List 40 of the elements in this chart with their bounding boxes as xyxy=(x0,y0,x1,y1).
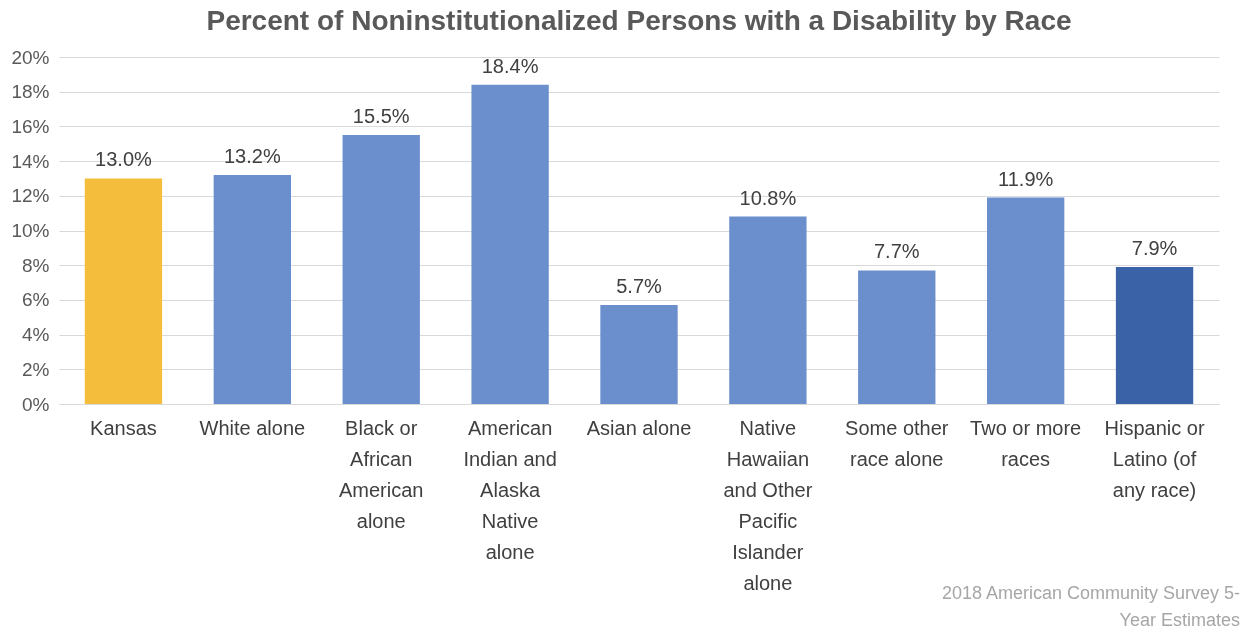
y-tick-label: 20% xyxy=(11,46,50,68)
bar xyxy=(84,178,163,404)
data-label: 15.5% xyxy=(352,105,410,128)
x-tick-label: White alone xyxy=(199,416,306,439)
bar xyxy=(471,84,549,404)
bar xyxy=(1115,266,1194,404)
x-tick-label: Asian alone xyxy=(586,416,692,439)
y-tick-label: 18% xyxy=(11,81,50,103)
bar xyxy=(600,305,678,404)
bar xyxy=(729,216,807,404)
x-tick-label: Kansas xyxy=(90,416,157,439)
data-label: 18.4% xyxy=(481,54,539,77)
y-tick-label: 0% xyxy=(22,393,50,415)
x-tick-label: Native Hawaiian and Other Pacific Islander alone xyxy=(723,416,813,594)
bar xyxy=(987,197,1065,404)
x-tick-label: American Indian and Alaska Native alone xyxy=(463,416,557,563)
x-tick-label: Two or more races xyxy=(970,416,1082,470)
bar xyxy=(213,174,291,404)
data-label: 11.9% xyxy=(998,167,1054,190)
data-label: 10.8% xyxy=(739,186,797,209)
bar xyxy=(858,270,936,404)
data-label: 7.7% xyxy=(873,240,920,263)
y-tick-label: 14% xyxy=(11,150,50,172)
data-label: 7.9% xyxy=(1131,236,1178,259)
x-tick-label: Black or African American alone xyxy=(338,416,424,532)
y-tick-label: 12% xyxy=(11,185,50,207)
y-tick-label: 10% xyxy=(11,220,50,241)
text: 2018 American Community Survey 5-Year Estimates xyxy=(940,582,1240,632)
y-tick-label: 6% xyxy=(22,289,50,311)
y-tick-label: 2% xyxy=(22,358,50,380)
bar xyxy=(342,135,420,404)
data-label: 13.0% xyxy=(95,148,153,171)
data-label: 13.2% xyxy=(223,144,281,167)
data-label: 5.7% xyxy=(616,275,663,298)
y-tick-label: 8% xyxy=(22,254,50,276)
chart-title: Percent of Noninstitutionalized Persons with a Disability by Race xyxy=(206,5,1072,36)
x-tick-label: Some other race alone xyxy=(845,416,949,470)
y-tick-label: 4% xyxy=(22,324,50,346)
y-tick-label: 16% xyxy=(11,115,50,137)
x-tick-label: Hispanic or Latino (of any race) xyxy=(1104,416,1205,501)
